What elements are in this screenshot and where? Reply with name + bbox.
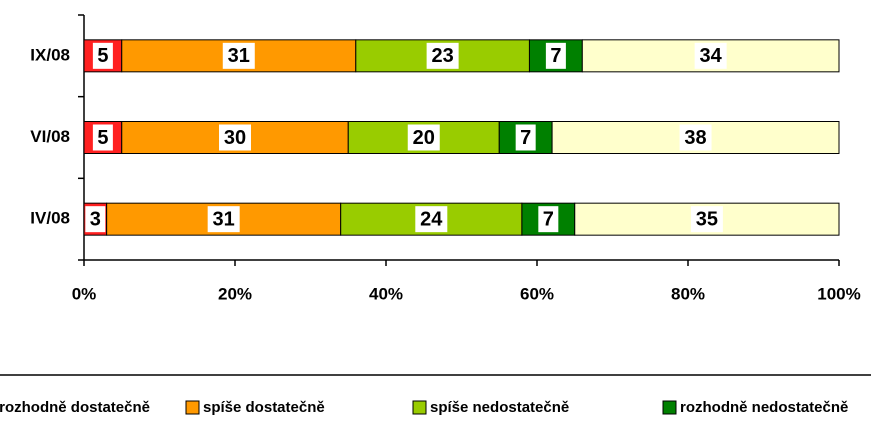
data-label-bg <box>515 124 536 151</box>
data-label-bg <box>219 124 251 151</box>
data-label: 5 <box>97 45 108 67</box>
data-label-bg <box>92 42 113 69</box>
x-tick-label: 20% <box>218 284 252 303</box>
data-label: 5 <box>97 127 108 149</box>
x-tick-label: 0% <box>72 284 97 303</box>
data-label: 35 <box>696 208 718 230</box>
data-label: 7 <box>543 208 554 230</box>
data-label: 23 <box>432 45 454 67</box>
data-label: 31 <box>228 45 250 67</box>
x-tick-label: 100% <box>817 284 860 303</box>
data-label-bg <box>690 206 723 233</box>
data-label-bg <box>545 42 566 69</box>
data-label-bg <box>85 206 106 233</box>
data-label-bg <box>694 42 727 69</box>
x-tick-label: 60% <box>520 284 554 303</box>
legend-label: spíše nedostatečně <box>430 399 569 416</box>
data-label: 30 <box>224 127 246 149</box>
y-tick-label: IX/08 <box>30 45 70 64</box>
x-tick-label: 40% <box>369 284 403 303</box>
data-label: 7 <box>520 127 531 149</box>
legend-label: spíše dostatečně <box>203 399 325 416</box>
data-label: 7 <box>550 45 561 67</box>
legend-swatch <box>185 400 200 415</box>
data-label: 31 <box>213 208 235 230</box>
x-tick-label: 80% <box>671 284 705 303</box>
legend-swatch <box>412 400 427 415</box>
data-label-bg <box>538 206 559 233</box>
data-label: 3 <box>90 208 101 230</box>
data-label: 34 <box>700 45 723 67</box>
data-label-bg <box>222 42 255 69</box>
data-label: 38 <box>684 127 706 149</box>
data-label: 24 <box>420 208 443 230</box>
data-label-bg <box>415 206 448 233</box>
data-label-bg <box>407 124 440 151</box>
y-tick-label: VI/08 <box>30 127 70 146</box>
legend-label: rozhodně nedostatečně <box>680 399 848 416</box>
y-tick-label: IV/08 <box>30 209 70 228</box>
data-label: 20 <box>413 127 435 149</box>
legend-swatch <box>662 400 677 415</box>
data-label-bg <box>426 42 459 69</box>
legend-label: rozhodně dostatečně <box>0 399 150 416</box>
data-label-bg <box>679 124 712 151</box>
data-label-bg <box>207 206 240 233</box>
data-label-bg <box>92 124 113 151</box>
